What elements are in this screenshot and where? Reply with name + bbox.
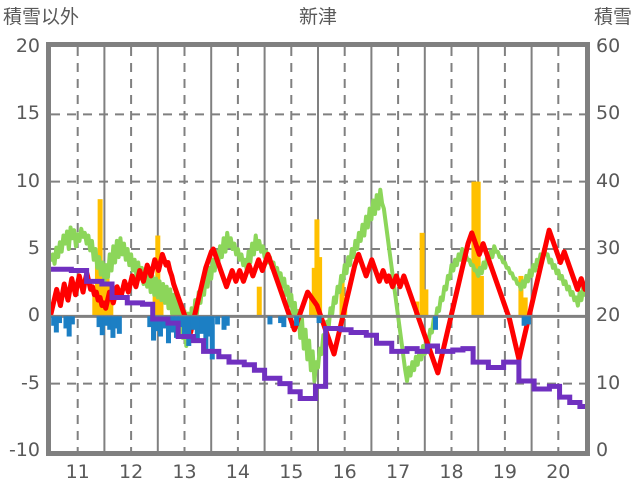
orange-bar — [518, 275, 524, 317]
left-tick-label: 10 — [15, 169, 40, 192]
blue-bar — [110, 316, 116, 338]
orange-bar — [92, 290, 98, 317]
blue-bar — [165, 316, 171, 344]
x-tick-label: 17 — [386, 461, 411, 483]
x-tick-label: 16 — [332, 461, 357, 483]
blue-bar — [96, 316, 102, 328]
blue-bar — [294, 316, 300, 326]
blue-bar — [521, 316, 527, 326]
blue-bar — [432, 316, 438, 330]
orange-bar — [419, 232, 425, 317]
blue-bar — [182, 316, 187, 336]
blue-bar — [151, 316, 157, 341]
orange-bar — [309, 297, 315, 317]
blue-bar — [51, 316, 57, 326]
blue-bar — [99, 316, 105, 336]
orange-bar — [317, 257, 323, 317]
x-tick-label: 15 — [279, 461, 304, 483]
blue-bar — [113, 316, 119, 329]
blue-bar — [525, 316, 531, 325]
blue-bar — [199, 316, 205, 334]
x-tick-label: 18 — [439, 461, 464, 483]
left-tick-label: 20 — [15, 35, 40, 57]
right-tick-label: 30 — [596, 237, 621, 259]
right-tick-label: 60 — [596, 35, 621, 57]
x-tick-label: 13 — [172, 461, 197, 483]
orange-bar — [155, 235, 161, 317]
orange-bar — [314, 219, 320, 317]
blue-bar — [221, 316, 227, 330]
blue-bar — [57, 316, 63, 324]
blue-bar — [154, 316, 160, 332]
blue-bar — [186, 316, 192, 346]
blue-bar — [63, 316, 69, 329]
blue-bar — [281, 316, 287, 328]
left-tick-label: 15 — [15, 102, 40, 125]
blue-bar — [66, 316, 72, 337]
x-tick-label: 19 — [492, 461, 517, 483]
x-tick-label: 14 — [225, 461, 250, 483]
purple-step-line — [51, 266, 585, 410]
blue-bar — [69, 316, 75, 325]
left-tick-label: -10 — [8, 439, 40, 461]
left-axis-caption: 積雪以外 — [3, 6, 80, 28]
blue-bar — [278, 316, 284, 324]
right-axis-caption: 積雪 — [593, 6, 632, 28]
x-tick-label: 11 — [65, 461, 90, 483]
blue-bar — [209, 316, 215, 360]
right-tick-label: 40 — [596, 169, 621, 192]
right-tick-label: 50 — [596, 102, 621, 125]
orange-bar — [94, 259, 100, 317]
orange-bar — [423, 289, 429, 317]
left-tick-label: -5 — [21, 371, 40, 394]
chart-svg — [51, 47, 585, 451]
x-tick-label: 12 — [119, 461, 144, 483]
blue-bar — [116, 316, 122, 334]
blue-bar — [203, 316, 209, 352]
chart-title: 新津 — [298, 6, 337, 28]
blue-bar — [194, 316, 200, 341]
blue-bar — [215, 316, 221, 325]
orange-bar — [478, 275, 484, 317]
blue-bar — [157, 316, 163, 337]
right-tick-label: 0 — [596, 439, 609, 461]
blue-bar — [161, 316, 167, 329]
orange-bar — [158, 289, 164, 317]
blue-bar — [102, 316, 108, 326]
blue-bar — [267, 316, 273, 325]
blue-bar — [147, 316, 153, 328]
blue-bar — [316, 316, 322, 324]
blue-bar — [53, 316, 59, 333]
left-tick-label: 0 — [27, 304, 40, 327]
red-series-line — [51, 227, 585, 376]
plot-inner — [51, 47, 585, 451]
blue-bar — [190, 316, 196, 330]
orange-bar — [311, 267, 317, 317]
orange-bar — [522, 297, 528, 317]
blue-bar — [107, 316, 113, 330]
orange-bar — [256, 286, 262, 317]
orange-bar — [339, 279, 345, 317]
x-tick-label: 20 — [546, 461, 571, 483]
blue-bar — [224, 316, 230, 326]
right-tick-label: 10 — [596, 371, 621, 394]
blue-bar — [206, 316, 212, 337]
left-tick-label: 5 — [27, 237, 40, 259]
plot-area — [46, 42, 590, 456]
right-tick-label: 20 — [596, 304, 621, 327]
orange-bar — [100, 270, 106, 317]
